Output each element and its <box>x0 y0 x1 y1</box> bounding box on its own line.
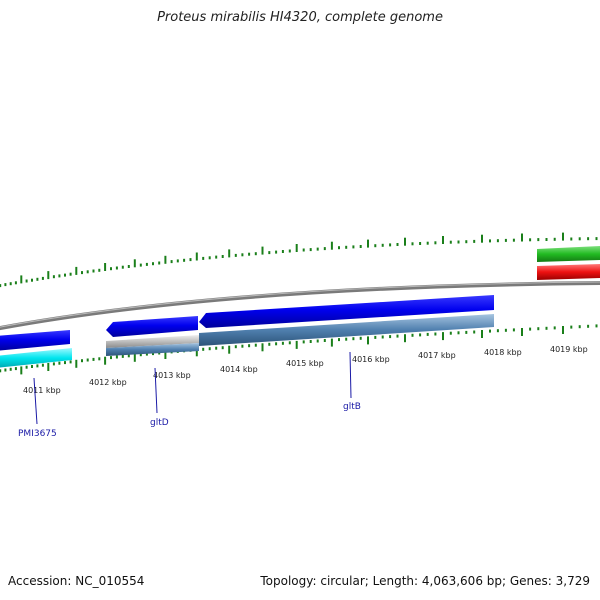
tick-label: 4018 kbp <box>484 348 522 357</box>
cyan-gene-feature <box>0 348 72 368</box>
outer-tick-ring <box>0 232 598 288</box>
map-title: Proteus mirabilis HI4320, complete genom… <box>157 10 443 25</box>
gene-arrow-left-partial <box>0 330 70 351</box>
tick-label: 4014 kbp <box>220 365 258 374</box>
tick-label: 4015 kbp <box>286 359 324 368</box>
tick-label: 4017 kbp <box>418 351 456 360</box>
gltD-gene-arrow <box>106 316 198 337</box>
genome-backbone-highlight <box>0 281 600 328</box>
red-feature <box>537 264 600 280</box>
steel-gene-feature-left <box>106 343 199 356</box>
tick-label: 4019 kbp <box>550 345 588 354</box>
topology-text: Topology: circular; Length: 4,063,606 bp… <box>260 574 590 588</box>
genome-backbone <box>0 281 600 331</box>
label-line <box>349 351 352 399</box>
tick-label: 4016 kbp <box>352 355 390 364</box>
gene-label-gltD[interactable]: gltD <box>150 418 169 428</box>
accession-text: Accession: NC_010554 <box>8 574 145 588</box>
grey-gene-feature <box>106 335 199 348</box>
label-line <box>154 367 158 414</box>
gltB-gene-arrow <box>199 295 494 328</box>
tick-label: 4012 kbp <box>89 378 127 387</box>
label-line <box>33 377 38 425</box>
gene-label-gltB[interactable]: gltB <box>343 402 361 412</box>
kbp-scale: 4011 kbp 4012 kbp 4013 kbp 4014 kbp 4015… <box>23 345 588 395</box>
green-feature <box>537 246 600 262</box>
tick-label: 4013 kbp <box>153 371 191 380</box>
steel-gene-feature-right <box>199 314 494 346</box>
tick-label: 4011 kbp <box>23 386 61 395</box>
gene-label-PMI3675[interactable]: PMI3675 <box>18 429 57 439</box>
